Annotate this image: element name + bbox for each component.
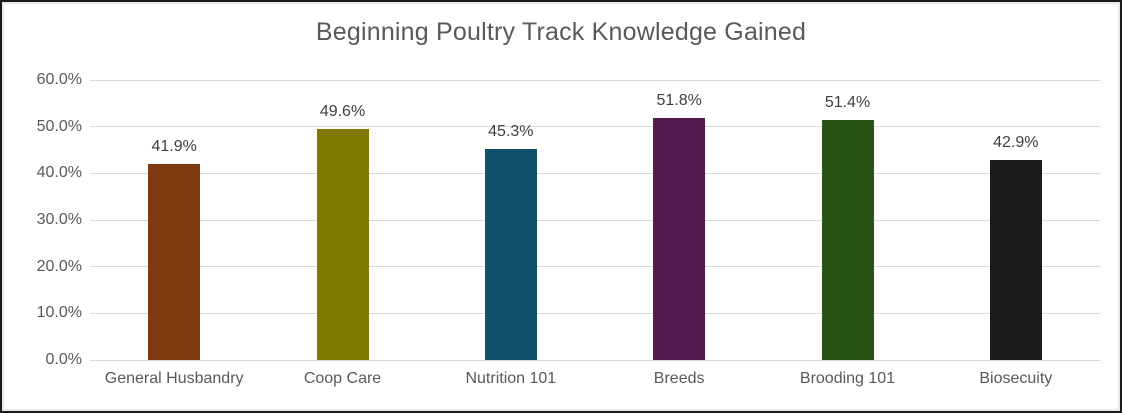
gridline: [90, 172, 1100, 174]
x-axis-category-label: Nutrition 101: [465, 370, 557, 387]
y-axis-tick-label: 50.0%: [36, 117, 82, 135]
bar[interactable]: [989, 159, 1042, 360]
bar-value-label: 49.6%: [319, 102, 366, 120]
x-axis-category-label: Coop Care: [303, 370, 382, 387]
bar[interactable]: [821, 120, 874, 360]
gridline: [90, 126, 1100, 128]
bar[interactable]: [148, 164, 201, 360]
x-axis-category-label: Breeds: [653, 370, 705, 387]
bar-value-label: 45.3%: [488, 122, 534, 140]
y-axis-tick-label: 40.0%: [36, 164, 82, 182]
x-axis-category-label: Biosecuity: [979, 370, 1053, 387]
bar-value-label: 51.4%: [824, 94, 871, 112]
chart-title[interactable]: Beginning Poultry Track Knowledge Gained: [315, 18, 807, 46]
bar[interactable]: [316, 128, 369, 360]
x-axis-category-label: General Husbandry: [104, 370, 244, 387]
x-axis-category-label: Brooding 101: [799, 370, 896, 387]
bar-value-label: 41.9%: [151, 138, 197, 156]
gridline: [90, 359, 1100, 361]
y-axis-tick-label: 60.0%: [36, 71, 82, 88]
bar-value-label: 42.9%: [993, 133, 1039, 151]
bar-value-label: 51.8%: [656, 92, 702, 110]
y-axis-tick-label: 0.0%: [45, 351, 82, 368]
gridline: [90, 312, 1100, 314]
gridline: [90, 219, 1100, 221]
gridline: [90, 79, 1100, 81]
bar[interactable]: [653, 118, 706, 360]
gridline: [90, 266, 1100, 268]
y-axis-tick-label: 20.0%: [36, 257, 82, 275]
bar[interactable]: [484, 148, 537, 360]
y-axis-tick-label: 30.0%: [36, 211, 82, 228]
y-axis-tick-label: 10.0%: [36, 304, 82, 322]
